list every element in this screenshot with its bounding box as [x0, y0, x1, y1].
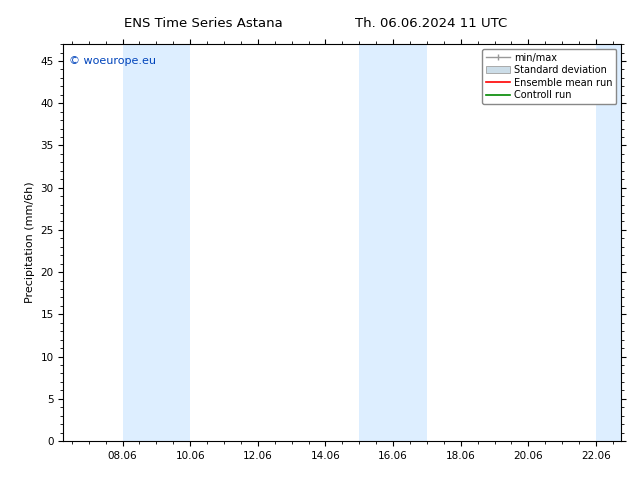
Bar	[122, 44, 190, 441]
Y-axis label: Precipitation (mm/6h): Precipitation (mm/6h)	[25, 182, 35, 303]
Bar	[359, 44, 427, 441]
Text: ENS Time Series Astana: ENS Time Series Astana	[124, 17, 282, 30]
Legend: min/max, Standard deviation, Ensemble mean run, Controll run: min/max, Standard deviation, Ensemble me…	[482, 49, 616, 104]
Text: Th. 06.06.2024 11 UTC: Th. 06.06.2024 11 UTC	[355, 17, 507, 30]
Text: © woeurope.eu: © woeurope.eu	[69, 56, 156, 66]
Bar	[596, 44, 630, 441]
